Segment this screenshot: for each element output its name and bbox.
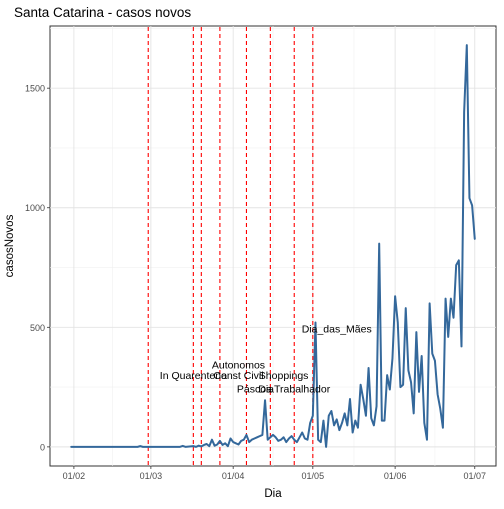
x-tick-label: 01/03	[140, 471, 163, 481]
x-tick-label: 01/05	[302, 471, 325, 481]
annotation-label: Páscoa	[237, 383, 272, 395]
annotation-label: DiaTrabalhador	[258, 383, 330, 395]
y-tick-label: 0	[40, 442, 45, 452]
axis-layer: 0 500 1000 1500 01/02 01/03 01/04 01/05 01/06 01/…	[25, 84, 486, 481]
x-tick-label: 01/07	[463, 471, 486, 481]
x-tick-label: 01/02	[63, 471, 86, 481]
y-tick-label: 500	[30, 323, 45, 333]
annotation-label: Dia_das_Mães	[302, 324, 372, 336]
y-tick-label: 1000	[25, 203, 45, 213]
chart-title: Santa Catarina - casos novos	[14, 5, 191, 20]
x-axis-title: Dia	[264, 488, 282, 500]
annotation-label: In Quarentena	[160, 370, 227, 382]
annotation-label: Shoppings	[259, 370, 309, 382]
annotation-label: Autonomos	[212, 359, 265, 371]
y-axis-title: casosNovos	[4, 214, 16, 277]
series-line	[70, 44, 476, 448]
series-layer	[70, 44, 476, 448]
x-tick-label: 01/04	[222, 471, 245, 481]
reference-lines	[147, 27, 314, 465]
annotation-label: Const Civil	[213, 370, 263, 382]
y-tick-label: 1500	[25, 84, 45, 94]
x-tick-label: 01/06	[384, 471, 407, 481]
